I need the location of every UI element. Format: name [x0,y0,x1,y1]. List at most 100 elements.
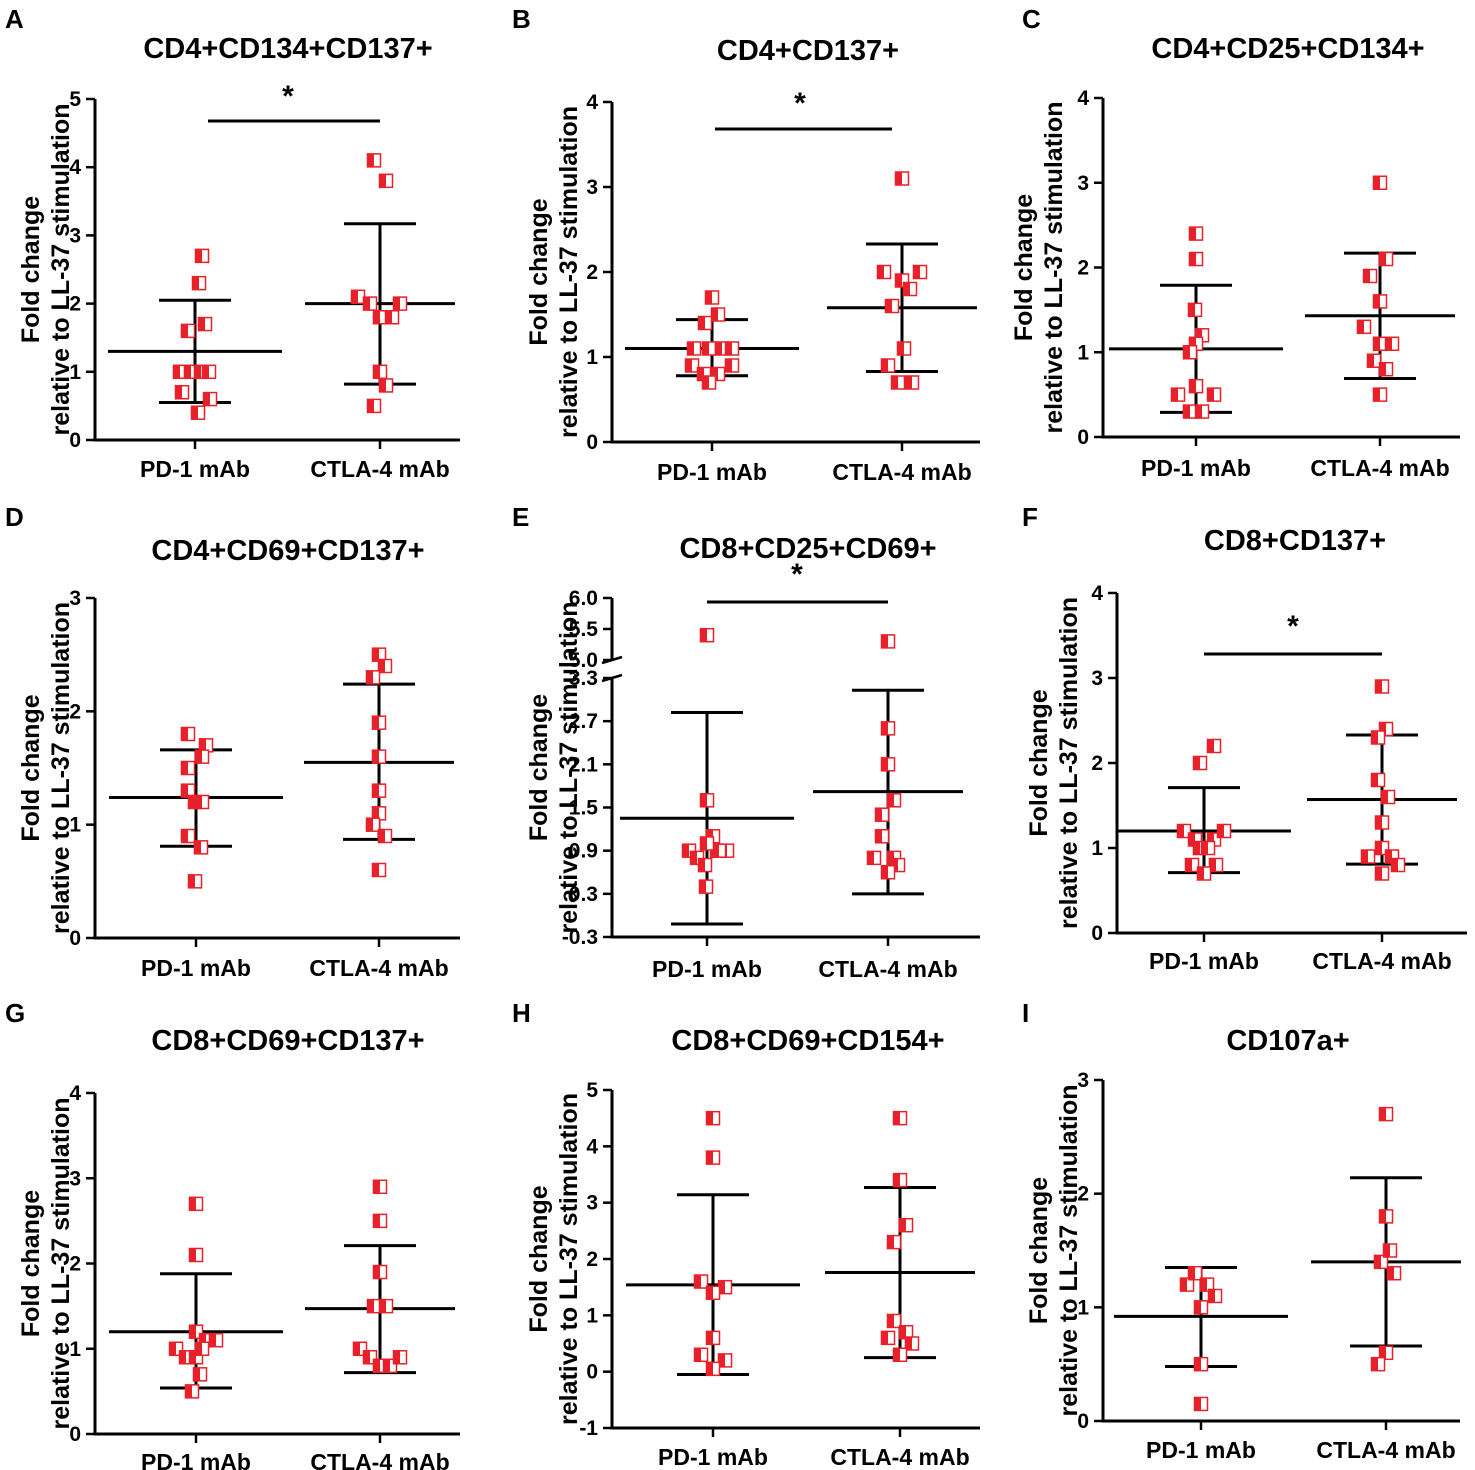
category-label: PD-1 mAb [140,456,250,482]
data-point-fill [1183,405,1190,419]
y-tick-label: 2 [69,293,81,316]
data-point-fill [711,367,718,381]
data-point [192,1367,208,1382]
data-point-fill [181,727,188,741]
panel-letter: F [1022,502,1038,532]
data-point [1378,1209,1394,1224]
y-tick-label: 3 [69,224,81,247]
y-tick-label: 3.3 [569,667,598,690]
y-tick-label: 0.3 [569,883,598,906]
y-axis-label-line2: relative to LL-37 stimulation [1040,101,1068,433]
category-label: CTLA-4 mAb [310,1449,449,1470]
data-point-fill [706,1362,713,1376]
y-tick-label: 2 [586,261,598,284]
y-tick-label: 2.1 [569,753,599,776]
data-point-fill [682,844,689,858]
data-point-fill [1171,388,1178,402]
y-tick-label: 4 [69,1082,81,1105]
data-point [184,1384,200,1399]
data-point-fill [367,399,374,413]
data-point [705,1110,721,1126]
data-point [699,627,715,643]
y-tick-label: 1 [586,346,598,369]
data-point-fill [181,324,188,338]
data-point [880,865,896,880]
data-point-fill [194,840,201,854]
data-point [1372,175,1388,190]
data-point [392,296,408,311]
y-tick-label: 3 [69,587,81,610]
data-point-fill [1193,756,1200,770]
y-tick-label: 2 [586,1248,598,1271]
data-point-fill [1375,867,1382,880]
data-point-fill [715,342,722,355]
y-tick-label: 1 [69,361,81,384]
data-point [180,828,196,844]
y-tick-label: 3 [1077,1069,1089,1092]
data-point-fill [199,1333,206,1347]
category-label: PD-1 mAb [1146,1437,1256,1463]
data-point-fill [1374,1255,1381,1269]
data-point [392,1350,408,1365]
y-tick-label: 2 [1077,257,1089,280]
y-tick-label: 2 [69,1253,81,1276]
y-tick-label: 3 [586,176,598,199]
data-point-fill [1188,833,1195,846]
data-point [372,1179,388,1195]
panel-title: CD4+CD25+CD134+ [1151,33,1424,65]
y-axis-label-line1: Fold change [17,196,45,343]
data-point-fill [875,808,882,822]
data-point [194,248,210,264]
data-point [366,153,382,168]
data-point [372,364,388,380]
data-point [705,1150,721,1165]
data-point-fill [1194,1357,1201,1371]
data-point-fill [687,342,694,355]
data-point [1182,345,1198,360]
data-point [876,264,892,280]
data-point [710,307,726,322]
y-tick-label: 1 [1077,341,1089,364]
y-tick-label: 1 [1077,1296,1089,1319]
data-point [1382,1243,1398,1258]
panel-d: D CD4+CD69+CD137+ Fold changerelative to L… [5,502,460,981]
data-point [180,323,196,339]
data-point [1206,738,1222,754]
data-point [1373,1254,1389,1270]
data-point [193,840,209,855]
significance-star: * [794,87,806,120]
y-tick-label: 1 [1091,837,1103,860]
data-point [371,647,387,662]
data-point-fill [353,1342,360,1356]
data-point-fill [378,829,385,843]
data-point [874,829,890,844]
data-point-fill [366,670,373,684]
significance-star: * [1287,610,1299,643]
data-point [378,173,394,189]
data-point [1188,226,1204,241]
data-point [912,264,928,280]
data-point [697,857,713,873]
y-tick-label: 1 [586,1304,598,1327]
data-point [1372,387,1388,402]
data-point-fill [690,851,697,865]
data-point-fill [1217,824,1224,838]
data-point [902,281,918,297]
significance-star: * [791,558,803,591]
data-point-fill [373,1180,380,1194]
panel-letter: E [512,502,529,532]
data-point-fill [372,863,379,877]
data-point-fill [1373,176,1380,190]
data-point-fill [373,1265,380,1279]
y-axis-label-line2: relative to LL-37 stimulation [47,602,75,934]
data-point [898,1217,914,1233]
y-tick-label: 4 [1091,582,1103,605]
data-point-fill [1201,841,1208,855]
data-point-fill [189,1350,196,1364]
y-tick-label: 0 [1091,922,1103,945]
data-point-fill [195,795,202,809]
data-point-fill [1180,1278,1187,1292]
data-point [365,817,381,832]
data-point [1360,849,1376,864]
panel-title: CD8+CD69+CD154+ [671,1025,944,1057]
